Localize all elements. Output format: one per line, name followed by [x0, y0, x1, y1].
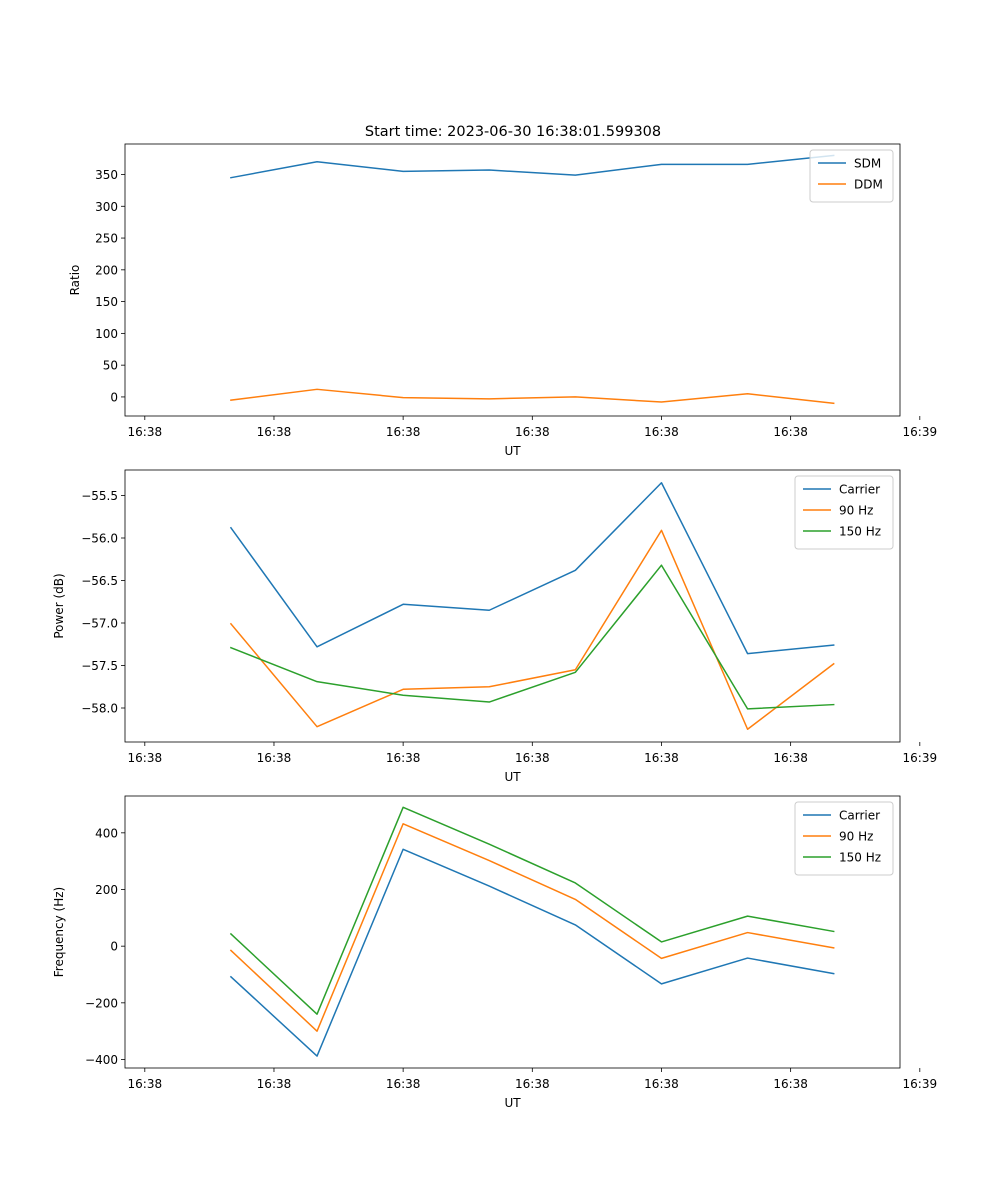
y-tick-label: 0	[110, 390, 118, 404]
x-axis-label: UT	[504, 444, 521, 458]
x-tick-label: 16:38	[773, 1077, 808, 1091]
chart-panel-3: 16:38 16:38 16:38 16:38 16:38 16:38 16:39 −400 −…	[52, 795, 938, 1110]
y-tick-label: −400	[85, 1053, 118, 1067]
y-tick-label: −58.0	[81, 702, 118, 716]
series-line-150-hz	[229, 806, 835, 1015]
x-tick-label: 16:38	[773, 425, 808, 439]
y-tick-label: −57.5	[81, 659, 118, 673]
x-tick-label: 16:38	[257, 751, 292, 765]
axes-frame	[124, 795, 901, 1069]
series-line-ddm	[230, 388, 835, 405]
y-tick-label: 300	[95, 200, 118, 214]
x-tick-label: 16:38	[515, 1077, 550, 1091]
series-line-150-hz	[229, 564, 835, 710]
chart-panel-1: 16:38 16:38 16:38 16:38 16:38 16:38 16:39 0 50 10…	[68, 143, 938, 458]
legend-label: 150 Hz	[839, 525, 881, 539]
y-tick-label: −200	[85, 996, 118, 1010]
y-tick-label: 0	[110, 940, 118, 954]
x-tick-label: 16:39	[903, 1077, 938, 1091]
x-tick-label: 16:38	[128, 1077, 163, 1091]
legend-label: Carrier	[839, 483, 880, 497]
y-tick-label: 50	[103, 359, 118, 373]
legend-label: Carrier	[839, 809, 880, 823]
chart-panel-2: 16:38 16:38 16:38 16:38 16:38 16:38 16:39 −58.0…	[52, 469, 938, 784]
y-tick-label: 200	[95, 883, 118, 897]
panels: 16:38 16:38 16:38 16:38 16:38 16:38 16:39 0 50 10…	[52, 143, 938, 1110]
y-tick-label: −56.5	[81, 574, 118, 588]
y-tick-label: −56.0	[81, 532, 118, 546]
series-line-90-hz	[229, 823, 835, 1032]
axes-frame	[124, 143, 901, 417]
x-tick-label: 16:38	[644, 1077, 679, 1091]
y-tick-label: −55.5	[81, 489, 118, 503]
x-axis-label: UT	[504, 770, 521, 784]
y-tick-label: −57.0	[81, 617, 118, 631]
y-tick-label: 250	[95, 232, 118, 246]
x-tick-label: 16:38	[515, 751, 550, 765]
y-axis-label: Frequency (Hz)	[52, 887, 66, 978]
x-tick-label: 16:39	[903, 751, 938, 765]
legend-label: 150 Hz	[839, 851, 881, 865]
y-tick-label: 400	[95, 826, 118, 840]
x-tick-label: 16:38	[386, 1077, 421, 1091]
x-tick-label: 16:38	[386, 425, 421, 439]
legend-label: DDM	[854, 178, 883, 192]
y-axis-label: Power (dB)	[52, 573, 66, 638]
x-tick-label: 16:38	[644, 425, 679, 439]
x-tick-label: 16:38	[515, 425, 550, 439]
series-line-carrier	[229, 482, 835, 655]
y-tick-label: 200	[95, 263, 118, 277]
legend: Carrier 90 Hz 150 Hz	[794, 475, 894, 550]
x-tick-label: 16:38	[773, 751, 808, 765]
series-line-carrier	[229, 848, 835, 1057]
y-axis-label: Ratio	[68, 265, 82, 296]
series-line-90-hz	[229, 529, 835, 730]
axes-frame	[124, 469, 901, 743]
x-tick-label: 16:38	[644, 751, 679, 765]
figure-title: Start time: 2023-06-30 16:38:01.599308	[365, 124, 661, 140]
x-axis-label: UT	[504, 1096, 521, 1110]
legend-label: 90 Hz	[839, 504, 873, 518]
legend-label: 90 Hz	[839, 830, 873, 844]
legend-label: SDM	[854, 157, 881, 171]
legend: SDM DDM	[809, 149, 894, 203]
x-tick-label: 16:38	[257, 425, 292, 439]
y-tick-label: 350	[95, 168, 118, 182]
x-tick-label: 16:38	[257, 1077, 292, 1091]
series-line-sdm	[230, 154, 835, 179]
x-tick-label: 16:39	[903, 425, 938, 439]
x-tick-label: 16:38	[128, 751, 163, 765]
legend: Carrier 90 Hz 150 Hz	[794, 801, 894, 876]
y-tick-label: 100	[95, 327, 118, 341]
x-tick-label: 16:38	[386, 751, 421, 765]
x-tick-label: 16:38	[128, 425, 163, 439]
y-tick-label: 150	[95, 295, 118, 309]
